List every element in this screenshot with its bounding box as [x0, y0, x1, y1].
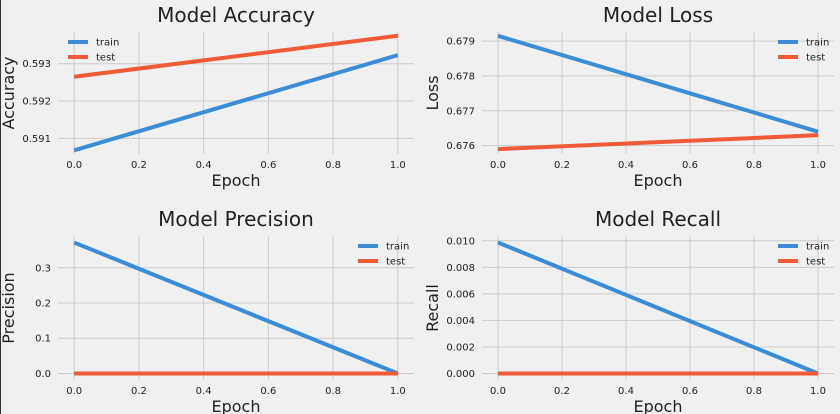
legend: train test	[358, 242, 409, 268]
chart-title: Model Accuracy	[157, 3, 315, 27]
legend: train test	[778, 242, 829, 268]
legend-label-train: train	[96, 38, 119, 49]
y-tick-label: 0.004	[446, 316, 475, 327]
x-tick-label: 0.6	[260, 386, 276, 397]
y-tick-label: 0.678	[446, 71, 475, 82]
series-line-train	[73, 53, 399, 153]
legend-label-test: test	[806, 53, 825, 64]
y-tick-label: 0.000	[446, 369, 475, 380]
y-tick-label: 0.591	[22, 134, 51, 145]
legend-label-train: train	[806, 242, 829, 253]
x-tick-label: 0.0	[490, 160, 506, 171]
panel-1: 0.0 0.2 0.4 0.6 0.8 1.0 0.591 0.592 0.593 Model A…	[0, 3, 414, 190]
x-axis-label: Epoch	[212, 397, 261, 414]
y-tick-label: 0.676	[446, 141, 475, 152]
x-tick-label: 0.2	[554, 160, 570, 171]
legend-label-train: train	[386, 242, 409, 253]
x-tick-label: 0.6	[682, 386, 698, 397]
x-tick-label: 0.4	[618, 160, 634, 171]
x-tick-label: 0.6	[260, 160, 276, 171]
series-line-test	[73, 33, 399, 79]
legend: train test	[68, 38, 119, 64]
legend-label-test: test	[96, 53, 115, 64]
legend-label-test: test	[806, 257, 825, 268]
x-tick-label: 0.4	[618, 386, 634, 397]
legend-label-train: train	[806, 38, 829, 49]
legend-label-test: test	[386, 257, 405, 268]
y-tick-label: 0.592	[22, 97, 51, 108]
series-line-test	[497, 133, 819, 152]
x-tick-label: 1.0	[810, 160, 826, 171]
x-axis-label: Epoch	[212, 171, 261, 190]
y-axis-label: Precision	[0, 272, 18, 343]
panel-4: 0.0 0.2 0.4 0.6 0.8 1.0 0.000 0.002 0.004 0.006 0.…	[423, 207, 834, 414]
y-tick-label: 0.010	[446, 236, 475, 247]
x-axis-label: Epoch	[634, 397, 683, 414]
y-tick-label: 0.006	[446, 289, 475, 300]
x-tick-label: 1.0	[810, 386, 826, 397]
y-tick-label: 0.679	[446, 37, 475, 48]
x-tick-label: 1.0	[390, 386, 406, 397]
y-tick-label: 0.0	[35, 369, 51, 380]
x-tick-label: 0.8	[746, 160, 762, 171]
chart-title: Model Loss	[603, 3, 713, 27]
x-tick-label: 0.0	[490, 386, 506, 397]
panel-2: 0.0 0.2 0.4 0.6 0.8 1.0 0.676 0.677 0.678 0.679 Mo…	[423, 3, 834, 190]
y-axis-label: Loss	[423, 75, 442, 110]
y-tick-label: 0.593	[22, 59, 51, 70]
x-tick-label: 0.4	[196, 386, 212, 397]
panel-3: 0.0 0.2 0.4 0.6 0.8 1.0 0.0 0.1 0.2 0.3 Model Prec…	[0, 207, 414, 414]
y-tick-label: 0.1	[35, 334, 51, 345]
chart-title: Model Precision	[158, 207, 314, 231]
legend: train test	[778, 38, 829, 64]
y-axis-label: Recall	[423, 284, 442, 332]
x-tick-label: 0.6	[682, 160, 698, 171]
y-tick-label: 0.008	[446, 263, 475, 274]
x-tick-label: 0.2	[131, 160, 147, 171]
y-tick-label: 0.677	[446, 106, 475, 117]
series-line-train	[497, 33, 819, 134]
series-line-train	[497, 240, 819, 376]
chart-title: Model Recall	[595, 207, 721, 231]
x-tick-label: 1.0	[390, 160, 406, 171]
x-tick-label: 0.2	[131, 386, 147, 397]
x-tick-label: 0.0	[66, 160, 82, 171]
x-tick-label: 0.8	[325, 160, 341, 171]
x-tick-label: 0.8	[325, 386, 341, 397]
x-axis-label: Epoch	[634, 171, 683, 190]
series-line-train	[73, 240, 399, 376]
y-tick-label: 0.002	[446, 342, 475, 353]
x-tick-label: 0.2	[554, 386, 570, 397]
x-tick-label: 0.0	[66, 386, 82, 397]
y-tick-label: 0.3	[35, 263, 51, 274]
y-axis-label: Accuracy	[0, 56, 18, 129]
x-tick-label: 0.4	[196, 160, 212, 171]
y-tick-label: 0.2	[35, 299, 51, 310]
x-tick-label: 0.8	[746, 386, 762, 397]
